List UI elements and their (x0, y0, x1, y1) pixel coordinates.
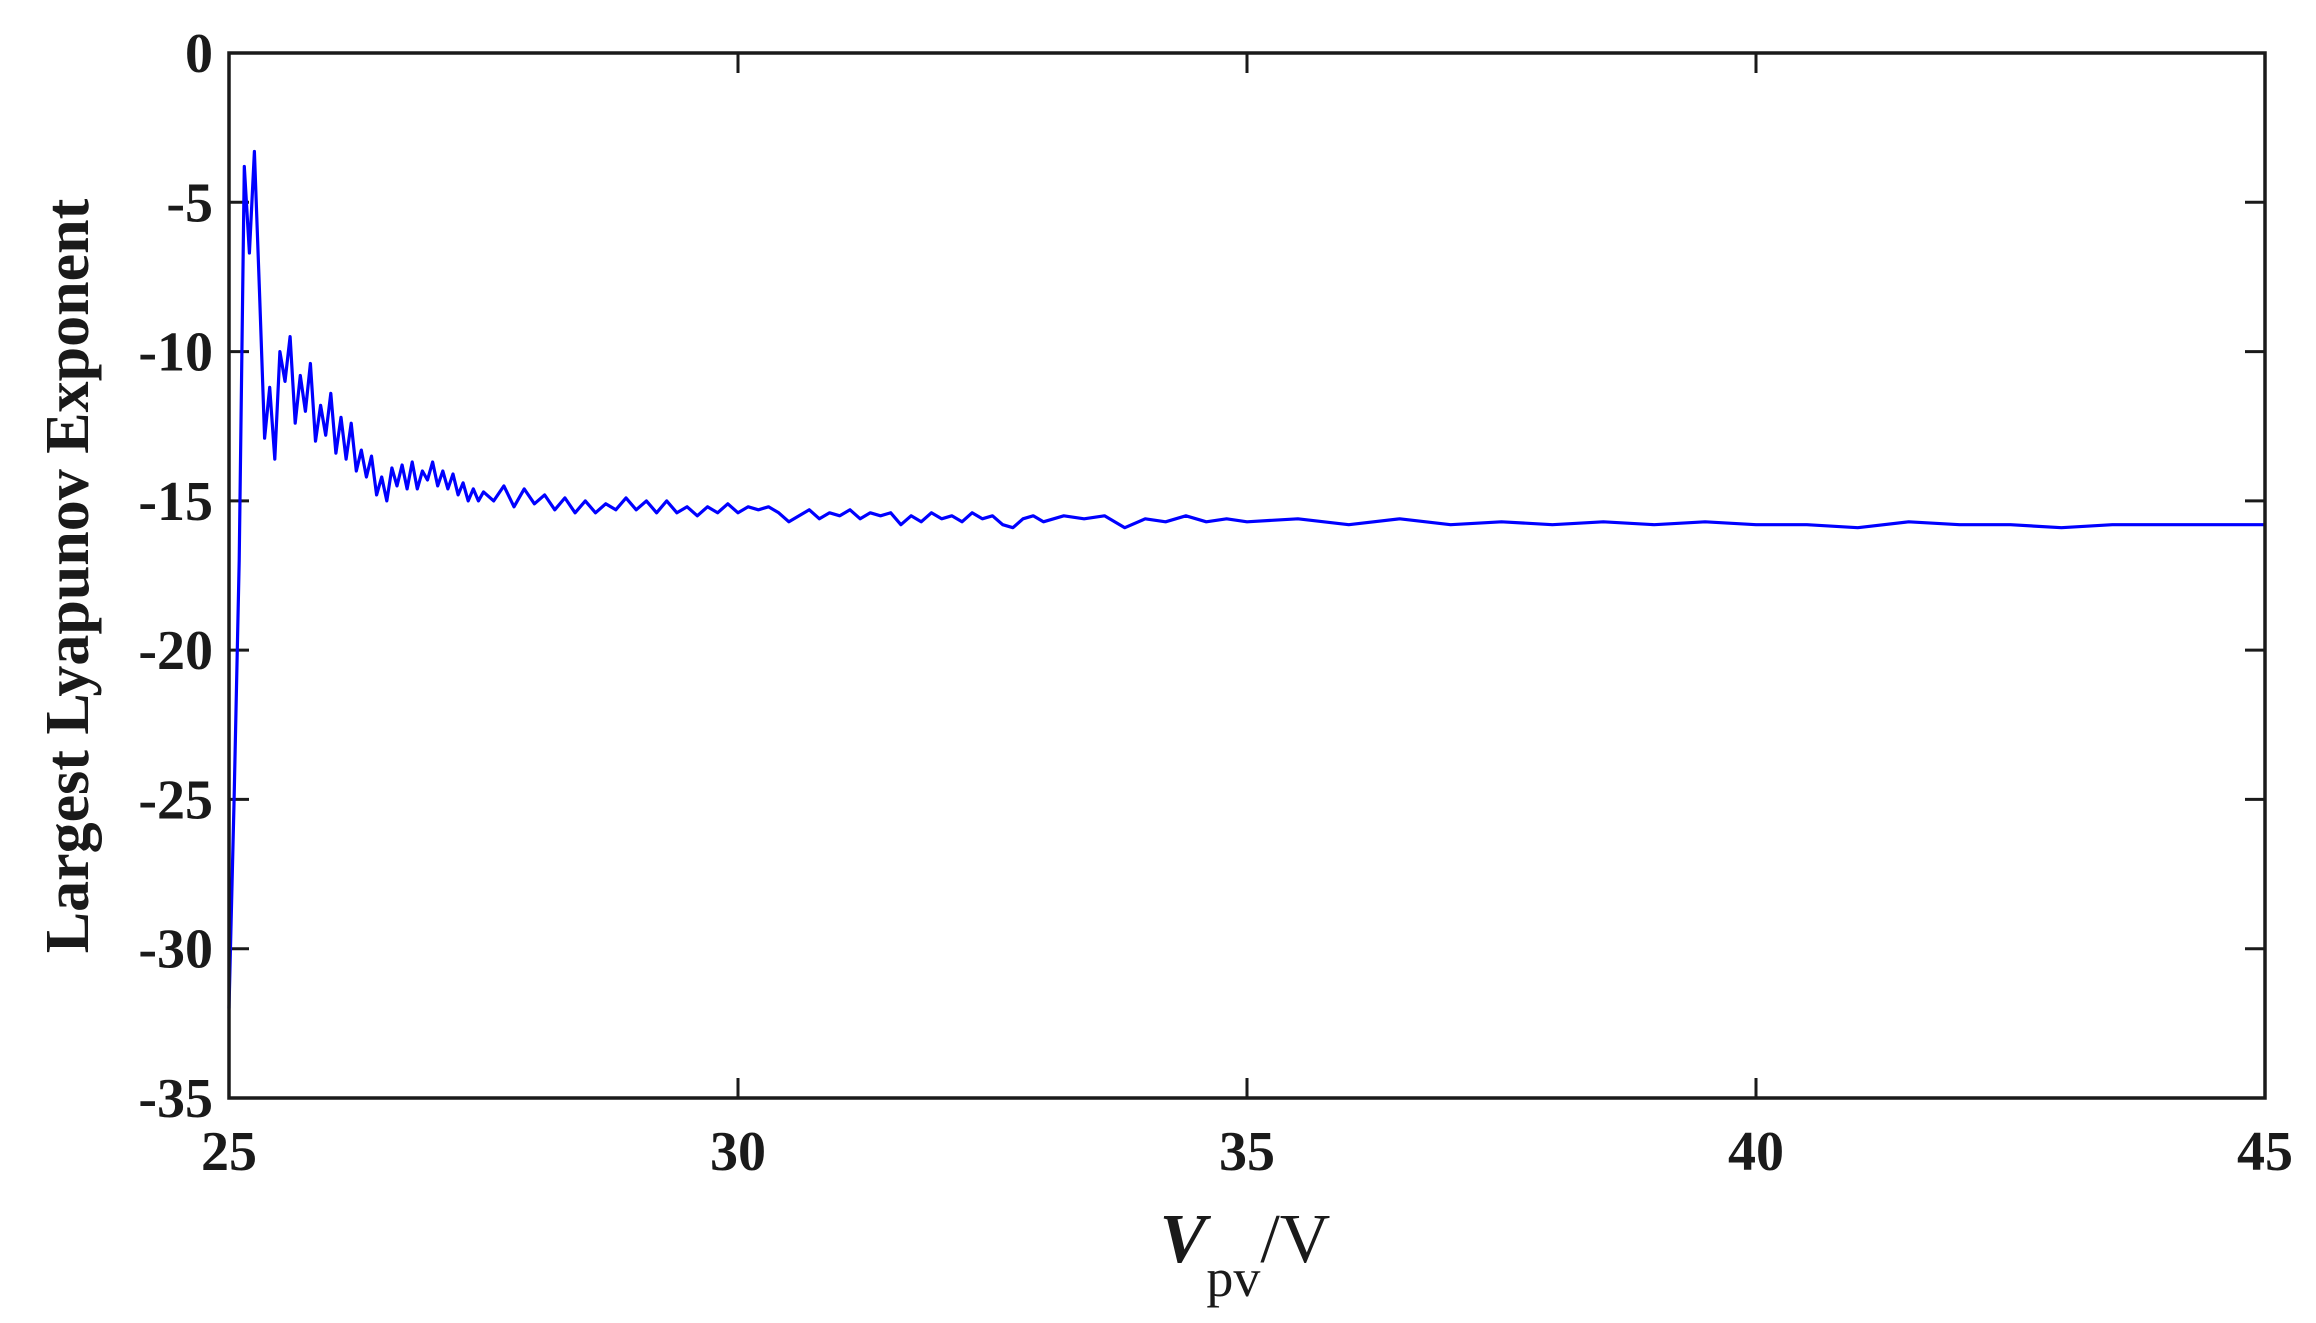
x-axis-label-variable: V (1160, 1201, 1212, 1278)
y-axis-ticks: 0 -5 -10 -15 -20 -25 -30 -35 (138, 23, 2265, 1130)
y-axis-label: Largest Lyapunov Exponent (34, 198, 102, 953)
y-tick-label: -15 (138, 471, 213, 533)
plot-frame (227, 51, 2267, 1100)
x-axis-ticks: 25 30 35 40 45 (201, 53, 2293, 1183)
x-axis-label-unit: /V (1260, 1201, 1330, 1278)
x-tick-label: 30 (710, 1121, 766, 1183)
x-tick-label: 25 (201, 1121, 257, 1183)
y-tick-label: -5 (166, 172, 213, 234)
x-tick-label: 35 (1219, 1121, 1275, 1183)
y-tick-label: -20 (138, 620, 213, 682)
x-tick-label: 45 (2237, 1121, 2293, 1183)
y-tick-label: 0 (185, 23, 213, 85)
x-axis-label: Vpv/V (1160, 1201, 1331, 1308)
y-tick-label: -35 (138, 1068, 213, 1130)
series-line (227, 149, 2265, 1009)
x-tick-label: 40 (1728, 1121, 1784, 1183)
y-tick-label: -10 (138, 322, 213, 384)
x-axis-label-subscript: pv (1206, 1248, 1260, 1308)
y-tick-label: -30 (138, 919, 213, 981)
y-tick-label: -25 (138, 769, 213, 831)
